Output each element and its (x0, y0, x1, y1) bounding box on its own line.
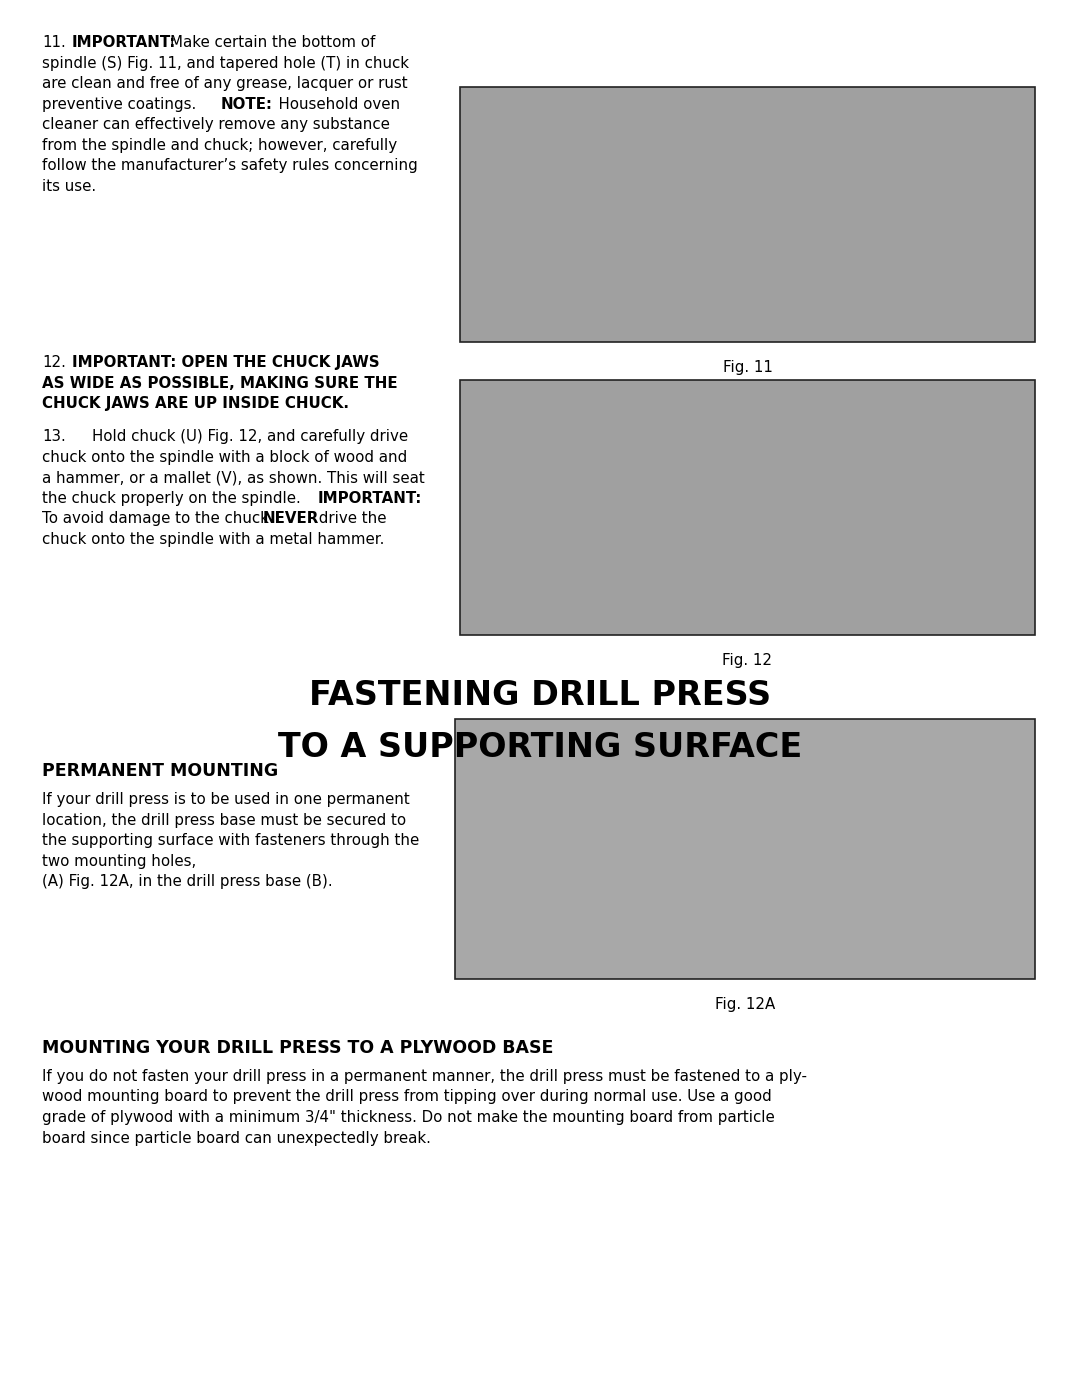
Text: location, the drill press base must be secured to: location, the drill press base must be s… (42, 813, 406, 827)
Text: spindle (S) Fig. 11, and tapered hole (T) in chuck: spindle (S) Fig. 11, and tapered hole (T… (42, 56, 409, 70)
Text: cleaner can effectively remove any substance: cleaner can effectively remove any subst… (42, 117, 390, 131)
Text: IMPORTANT:: IMPORTANT: (318, 490, 422, 506)
Text: (A) Fig. 12A, in the drill press base (B).: (A) Fig. 12A, in the drill press base (B… (42, 875, 333, 888)
Bar (460, 87, 1035, 342)
Text: TO A SUPPORTING SURFACE: TO A SUPPORTING SURFACE (278, 731, 802, 764)
Text: IMPORTANT: OPEN THE CHUCK JAWS: IMPORTANT: OPEN THE CHUCK JAWS (72, 355, 380, 370)
Bar (460, 87, 1035, 342)
Text: Hold chuck (U) Fig. 12, and carefully drive: Hold chuck (U) Fig. 12, and carefully dr… (92, 429, 408, 444)
Text: NEVER: NEVER (264, 511, 320, 527)
Bar (460, 380, 1035, 636)
Text: If your drill press is to be used in one permanent: If your drill press is to be used in one… (42, 792, 409, 807)
Text: two mounting holes,: two mounting holes, (42, 854, 197, 869)
Text: the chuck properly on the spindle.: the chuck properly on the spindle. (42, 490, 306, 506)
Text: from the spindle and chuck; however, carefully: from the spindle and chuck; however, car… (42, 137, 397, 152)
Text: FASTENING DRILL PRESS: FASTENING DRILL PRESS (309, 679, 771, 712)
Text: chuck onto the spindle with a metal hammer.: chuck onto the spindle with a metal hamm… (42, 531, 384, 546)
Text: IMPORTANT:: IMPORTANT: (72, 35, 176, 50)
Bar (455, 719, 1035, 979)
Text: Household oven: Household oven (269, 96, 400, 112)
Text: the supporting surface with fasteners through the: the supporting surface with fasteners th… (42, 833, 419, 848)
Text: drive the: drive the (314, 511, 387, 527)
Text: Fig. 11: Fig. 11 (723, 360, 772, 374)
Text: Fig. 12A: Fig. 12A (715, 997, 775, 1011)
Text: are clean and free of any grease, lacquer or rust: are clean and free of any grease, lacque… (42, 75, 407, 91)
Text: its use.: its use. (42, 179, 96, 194)
Bar (460, 380, 1035, 636)
Text: 12.: 12. (42, 355, 66, 370)
Text: board since particle board can unexpectedly break.: board since particle board can unexpecte… (42, 1130, 431, 1146)
Text: a hammer, or a mallet (V), as shown. This will seat: a hammer, or a mallet (V), as shown. Thi… (42, 469, 424, 485)
Text: Make certain the bottom of: Make certain the bottom of (170, 35, 376, 50)
Text: 11.: 11. (42, 35, 66, 50)
Text: MOUNTING YOUR DRILL PRESS TO A PLYWOOD BASE: MOUNTING YOUR DRILL PRESS TO A PLYWOOD B… (42, 1039, 553, 1058)
Text: If you do not fasten your drill press in a permanent manner, the drill press mus: If you do not fasten your drill press in… (42, 1069, 807, 1084)
Text: follow the manufacturer’s safety rules concerning: follow the manufacturer’s safety rules c… (42, 158, 418, 173)
Text: grade of plywood with a minimum 3/4" thickness. Do not make the mounting board f: grade of plywood with a minimum 3/4" thi… (42, 1111, 774, 1125)
Text: To avoid damage to the chuck: To avoid damage to the chuck (42, 511, 273, 527)
Text: 13.: 13. (42, 429, 66, 444)
Text: chuck onto the spindle with a block of wood and: chuck onto the spindle with a block of w… (42, 450, 407, 464)
Text: CHUCK JAWS ARE UP INSIDE CHUCK.: CHUCK JAWS ARE UP INSIDE CHUCK. (42, 395, 349, 411)
Text: wood mounting board to prevent the drill press from tipping over during normal u: wood mounting board to prevent the drill… (42, 1090, 772, 1105)
Bar (455, 719, 1035, 979)
Text: AS WIDE AS POSSIBLE, MAKING SURE THE: AS WIDE AS POSSIBLE, MAKING SURE THE (42, 376, 397, 391)
Text: PERMANENT MOUNTING: PERMANENT MOUNTING (42, 761, 279, 780)
Text: NOTE:: NOTE: (220, 96, 272, 112)
Text: Fig. 12: Fig. 12 (723, 652, 772, 668)
Text: preventive coatings.: preventive coatings. (42, 96, 206, 112)
